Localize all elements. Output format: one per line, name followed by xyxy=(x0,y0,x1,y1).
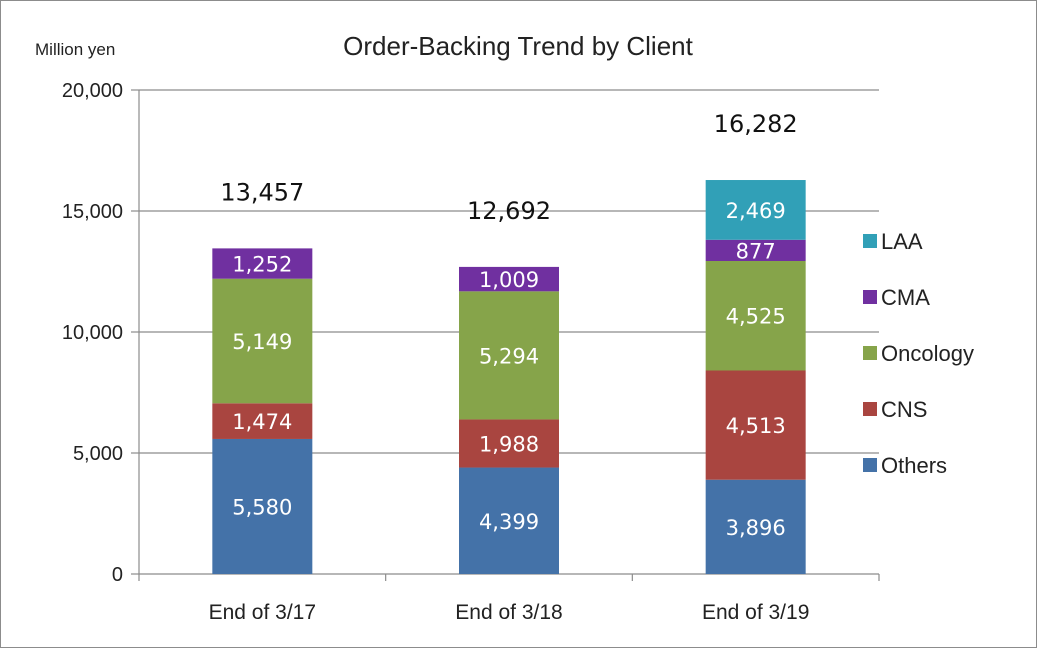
legend-swatch-others xyxy=(863,458,877,472)
legend-label-others: Others xyxy=(881,453,947,478)
segment-value-label: 1,009 xyxy=(479,268,539,292)
bar-segment-cma xyxy=(459,266,559,292)
x-category-label: End of 3/17 xyxy=(209,601,316,624)
legend-label-cns: CNS xyxy=(881,397,927,422)
bar-total-label: 16,282 xyxy=(714,110,798,138)
y-tick-label: 0 xyxy=(112,564,123,586)
bar-segment-cma xyxy=(705,239,806,261)
bar-segment-laa xyxy=(705,180,806,240)
bar-segment-cns xyxy=(459,419,559,468)
segment-value-label: 4,525 xyxy=(726,305,786,329)
y-tick-label: 20,000 xyxy=(62,80,123,102)
bar-segment-oncology xyxy=(705,260,806,371)
chart-title: Order-Backing Trend by Client xyxy=(343,31,693,61)
bar-segment-oncology xyxy=(459,291,559,420)
legend-label-oncology: Oncology xyxy=(881,341,974,366)
legend-swatch-laa xyxy=(863,234,877,248)
bar-total-label: 13,457 xyxy=(220,178,304,206)
legend-swatch-oncology xyxy=(863,346,877,360)
legend-swatch-cma xyxy=(863,290,877,304)
bar-segment-others xyxy=(705,479,806,574)
segment-value-label: 4,513 xyxy=(726,414,786,438)
bar-segment-cma xyxy=(212,248,313,279)
bars xyxy=(212,180,806,574)
segment-value-label: 5,149 xyxy=(232,330,292,354)
segment-value-label: 1,474 xyxy=(232,410,292,434)
segment-value-label: 3,896 xyxy=(726,516,786,540)
legend-label-laa: LAA xyxy=(881,229,923,254)
bar-segment-cns xyxy=(212,403,313,439)
bar-segment-oncology xyxy=(212,278,313,404)
segment-value-label: 877 xyxy=(736,239,776,263)
x-category-label: End of 3/19 xyxy=(702,601,809,624)
legend: LAA CMA Oncology CNS Others xyxy=(863,229,974,478)
bar-segment-cns xyxy=(705,370,806,480)
y-tick-label: 5,000 xyxy=(73,443,123,465)
bar-segment-others xyxy=(459,467,559,574)
legend-label-cma: CMA xyxy=(881,285,930,310)
legend-swatch-cns xyxy=(863,402,877,416)
y-tick-label: 10,000 xyxy=(62,322,123,344)
segment-value-label: 2,469 xyxy=(726,199,786,223)
bar-total-label: 12,692 xyxy=(467,197,551,225)
data-labels: 5,580 1,474 5,149 1,252 13,457 4,399 1,988 5,29… xyxy=(220,110,797,540)
segment-value-label: 1,252 xyxy=(232,253,292,277)
segment-value-label: 5,580 xyxy=(232,495,292,519)
y-tick-label: 15,000 xyxy=(62,201,123,223)
bar-segment-others xyxy=(212,438,313,574)
segment-value-label: 1,988 xyxy=(479,432,539,456)
segment-value-label: 4,399 xyxy=(479,510,539,534)
segment-value-label: 5,294 xyxy=(479,344,539,368)
y-axis-unit-label: Million yen xyxy=(35,40,115,59)
x-category-label: End of 3/18 xyxy=(455,601,562,624)
